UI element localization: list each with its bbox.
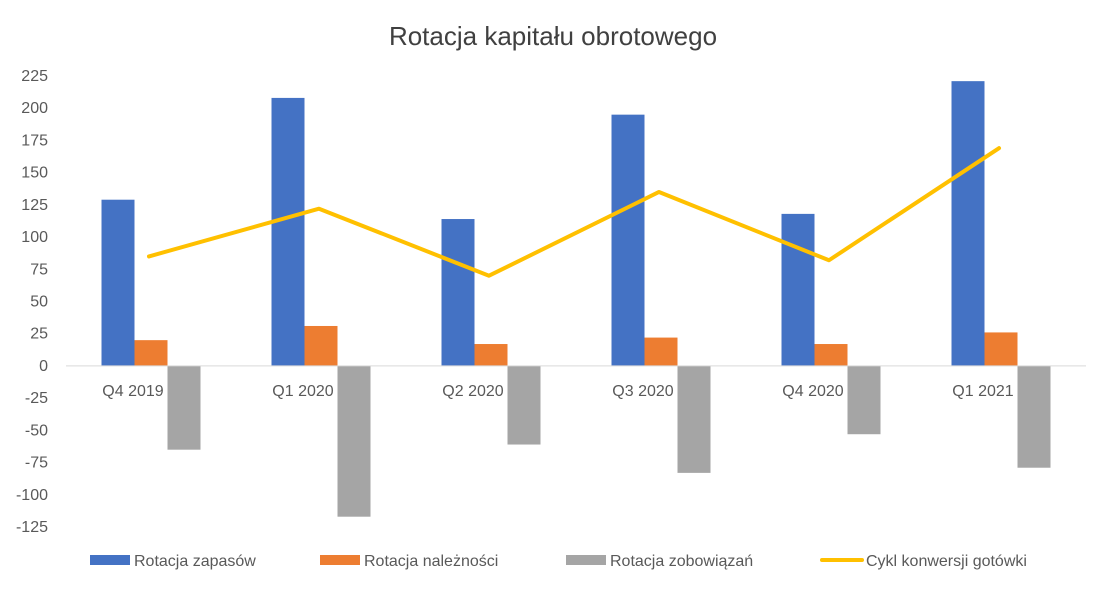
y-tick-label: 225	[21, 68, 48, 85]
y-tick-label: -100	[16, 487, 48, 504]
y-tick-label: 50	[30, 294, 48, 311]
x-category-label: Q1 2020	[272, 383, 333, 400]
y-tick-label: 200	[21, 100, 48, 117]
legend-swatch	[320, 555, 360, 565]
y-tick-label: -50	[25, 422, 48, 439]
bar-rotacja-zobowiazan	[507, 365, 541, 445]
bar-rotacja-naleznosci	[134, 340, 168, 366]
x-axis-labels: Q4 2019 Q1 2020 Q2 2020 Q3 2020 Q4 2020 Q1 20…	[102, 383, 1013, 400]
y-tick-label: 100	[21, 229, 48, 246]
y-tick-label: -75	[25, 455, 48, 472]
y-tick-label: 0	[39, 358, 48, 375]
legend: Rotacja zapasów Rotacja należności Rotacja…	[90, 553, 1027, 570]
bar-rotacja-zapasow	[611, 114, 645, 366]
y-tick-label: 125	[21, 197, 48, 214]
bar-rotacja-naleznosci	[814, 344, 848, 366]
bar-rotacja-zapasow	[781, 213, 815, 366]
legend-label: Rotacja należności	[364, 553, 498, 570]
bar-rotacja-naleznosci	[984, 332, 1018, 366]
x-category-label: Q3 2020	[612, 383, 673, 400]
y-tick-label: 175	[21, 132, 48, 149]
bar-rotacja-zapasow	[101, 199, 135, 366]
y-tick-label: 25	[30, 326, 48, 343]
bar-rotacja-zobowiazan	[847, 365, 881, 435]
legend-swatch	[566, 555, 606, 565]
bar-rotacja-zobowiazan	[1017, 365, 1051, 468]
y-tick-label: 75	[30, 261, 48, 278]
bar-rotacja-naleznosci	[304, 325, 338, 366]
line-series	[147, 146, 1001, 278]
bar-rotacja-naleznosci	[474, 344, 508, 366]
bar-rotacja-zobowiazan	[677, 365, 711, 473]
y-tick-label: 150	[21, 165, 48, 182]
bars	[101, 81, 1051, 517]
bar-rotacja-naleznosci	[644, 337, 678, 366]
bar-rotacja-zobowiazan	[337, 365, 371, 517]
bar-rotacja-zapasow	[951, 81, 985, 366]
x-category-label: Q2 2020	[442, 383, 503, 400]
line-cykl-konwersji-gotowki	[147, 146, 1001, 278]
y-axis-ticks: 225 200 175 150 125 100 75 50 25 0 -25 -50 -75 -100 -1…	[16, 68, 48, 536]
x-category-label: Q4 2019	[102, 383, 163, 400]
y-tick-label: -25	[25, 390, 48, 407]
legend-label: Rotacja zapasów	[134, 553, 256, 570]
legend-label: Cykl konwersji gotówki	[866, 553, 1027, 570]
chart-title: Rotacja kapitału obrotowego	[389, 21, 717, 51]
bar-rotacja-zapasow	[271, 97, 305, 366]
x-category-label: Q1 2021	[952, 383, 1013, 400]
legend-swatch	[90, 555, 130, 565]
legend-label: Rotacja zobowiązań	[610, 553, 753, 570]
x-category-label: Q4 2020	[782, 383, 843, 400]
y-tick-label: -125	[16, 519, 48, 536]
bar-rotacja-zobowiazan	[167, 365, 201, 450]
bar-rotacja-zapasow	[441, 219, 475, 366]
